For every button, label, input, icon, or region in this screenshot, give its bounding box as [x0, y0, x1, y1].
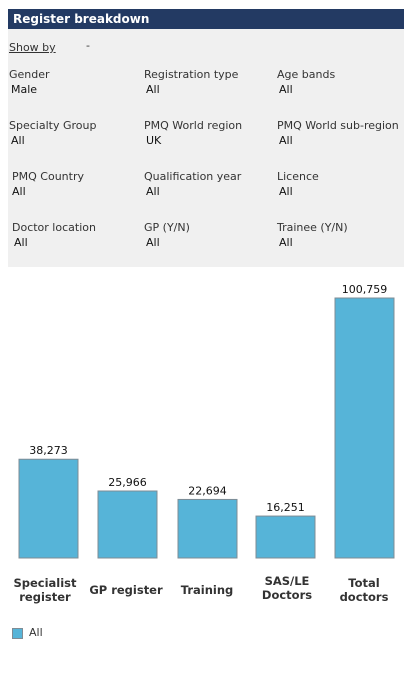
- legend-swatch: [12, 627, 23, 639]
- filter-label-qualification-year: Qualification year: [144, 170, 242, 183]
- filter-value-registration-type[interactable]: All: [146, 83, 160, 96]
- filter-value-trainee[interactable]: All: [279, 236, 293, 249]
- data-label-specialist-register: 38,273: [29, 444, 68, 457]
- filter-label-trainee: Trainee (Y/N): [277, 221, 348, 234]
- filter-panel: Show by - Gender Male Registration type …: [8, 29, 404, 267]
- show-by-control[interactable]: Show by -: [9, 39, 90, 54]
- bar-total-doctors[interactable]: [334, 297, 395, 559]
- data-label-gp-register: 25,966: [108, 476, 147, 489]
- filter-label-age-bands: Age bands: [277, 68, 336, 81]
- filter-label-gp: GP (Y/N): [144, 221, 190, 234]
- filter-label-doctor-location: Doctor location: [12, 221, 96, 234]
- filter-value-specialty-group[interactable]: All: [11, 134, 25, 147]
- filter-label-pmq-country: PMQ Country: [12, 170, 84, 183]
- data-label-total-doctors: 100,759: [342, 283, 388, 296]
- panel-title: Register breakdown: [8, 9, 404, 29]
- filter-value-pmq-world-region[interactable]: UK: [146, 134, 162, 147]
- filter-value-doctor-location[interactable]: All: [14, 236, 28, 249]
- filter-value-gp[interactable]: All: [146, 236, 160, 249]
- filter-label-pmq-world-region: PMQ World region: [144, 119, 243, 132]
- data-label-training: 22,694: [188, 484, 227, 497]
- x-tick-label-gp-register: GP register: [89, 583, 163, 597]
- legend-label: All: [29, 626, 43, 639]
- x-tick-label-specialist-register: Specialist register: [13, 576, 77, 604]
- x-tick-label-training: Training: [180, 583, 234, 597]
- filter-value-pmq-country[interactable]: All: [12, 185, 26, 198]
- x-tick-label-total-doctors: Total doctors: [339, 576, 389, 604]
- filter-label-licence: Licence: [277, 170, 319, 183]
- filter-value-licence[interactable]: All: [279, 185, 293, 198]
- filter-label-gender: Gender: [9, 68, 50, 81]
- filter-value-pmq-world-sub-region[interactable]: All: [279, 134, 293, 147]
- bar-chart: 38,273 25,966 22,694 16,251 100,759: [18, 283, 395, 559]
- show-by-value[interactable]: -: [86, 39, 90, 52]
- filter-value-gender[interactable]: Male: [11, 83, 38, 96]
- show-by-label[interactable]: Show by: [9, 41, 56, 54]
- x-tick-label-sas-le-doctors: SAS/LE Doctors: [261, 574, 313, 602]
- bar-specialist-register[interactable]: [18, 458, 79, 559]
- filter-value-age-bands[interactable]: All: [279, 83, 293, 96]
- bar-training[interactable]: [177, 498, 238, 559]
- data-label-sas-le-doctors: 16,251: [266, 501, 305, 514]
- filter-label-pmq-world-sub-region: PMQ World sub-region: [277, 119, 399, 132]
- bar-gp-register[interactable]: [97, 490, 158, 559]
- filter-label-registration-type: Registration type: [144, 68, 239, 81]
- bar-sas-le-doctors[interactable]: [255, 515, 316, 559]
- chart-legend: All: [12, 626, 43, 639]
- filter-label-specialty-group: Specialty Group: [9, 119, 97, 132]
- filter-value-qualification-year[interactable]: All: [146, 185, 160, 198]
